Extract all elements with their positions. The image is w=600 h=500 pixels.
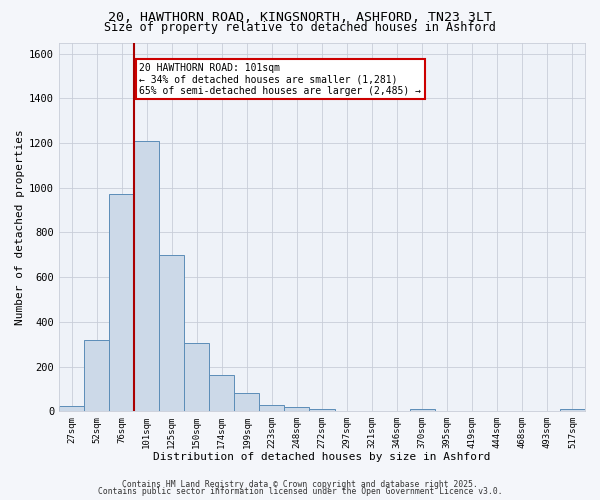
Bar [134, 141, 159, 411]
Bar [310, 408, 335, 411]
X-axis label: Distribution of detached houses by size in Ashford: Distribution of detached houses by size … [153, 452, 491, 462]
Bar [560, 408, 585, 411]
Text: Contains HM Land Registry data © Crown copyright and database right 2025.: Contains HM Land Registry data © Crown c… [122, 480, 478, 489]
Bar [159, 255, 184, 411]
Bar [184, 343, 209, 411]
Bar [235, 394, 259, 411]
Text: 20 HAWTHORN ROAD: 101sqm
← 34% of detached houses are smaller (1,281)
65% of sem: 20 HAWTHORN ROAD: 101sqm ← 34% of detach… [139, 62, 421, 96]
Text: Size of property relative to detached houses in Ashford: Size of property relative to detached ho… [104, 22, 496, 35]
Y-axis label: Number of detached properties: Number of detached properties [15, 129, 25, 324]
Bar [109, 194, 134, 411]
Text: Contains public sector information licensed under the Open Government Licence v3: Contains public sector information licen… [98, 488, 502, 496]
Bar [284, 407, 310, 411]
Text: 20, HAWTHORN ROAD, KINGSNORTH, ASHFORD, TN23 3LT: 20, HAWTHORN ROAD, KINGSNORTH, ASHFORD, … [108, 11, 492, 24]
Bar [410, 410, 435, 411]
Bar [59, 406, 84, 411]
Bar [259, 405, 284, 411]
Bar [209, 376, 235, 411]
Bar [84, 340, 109, 411]
